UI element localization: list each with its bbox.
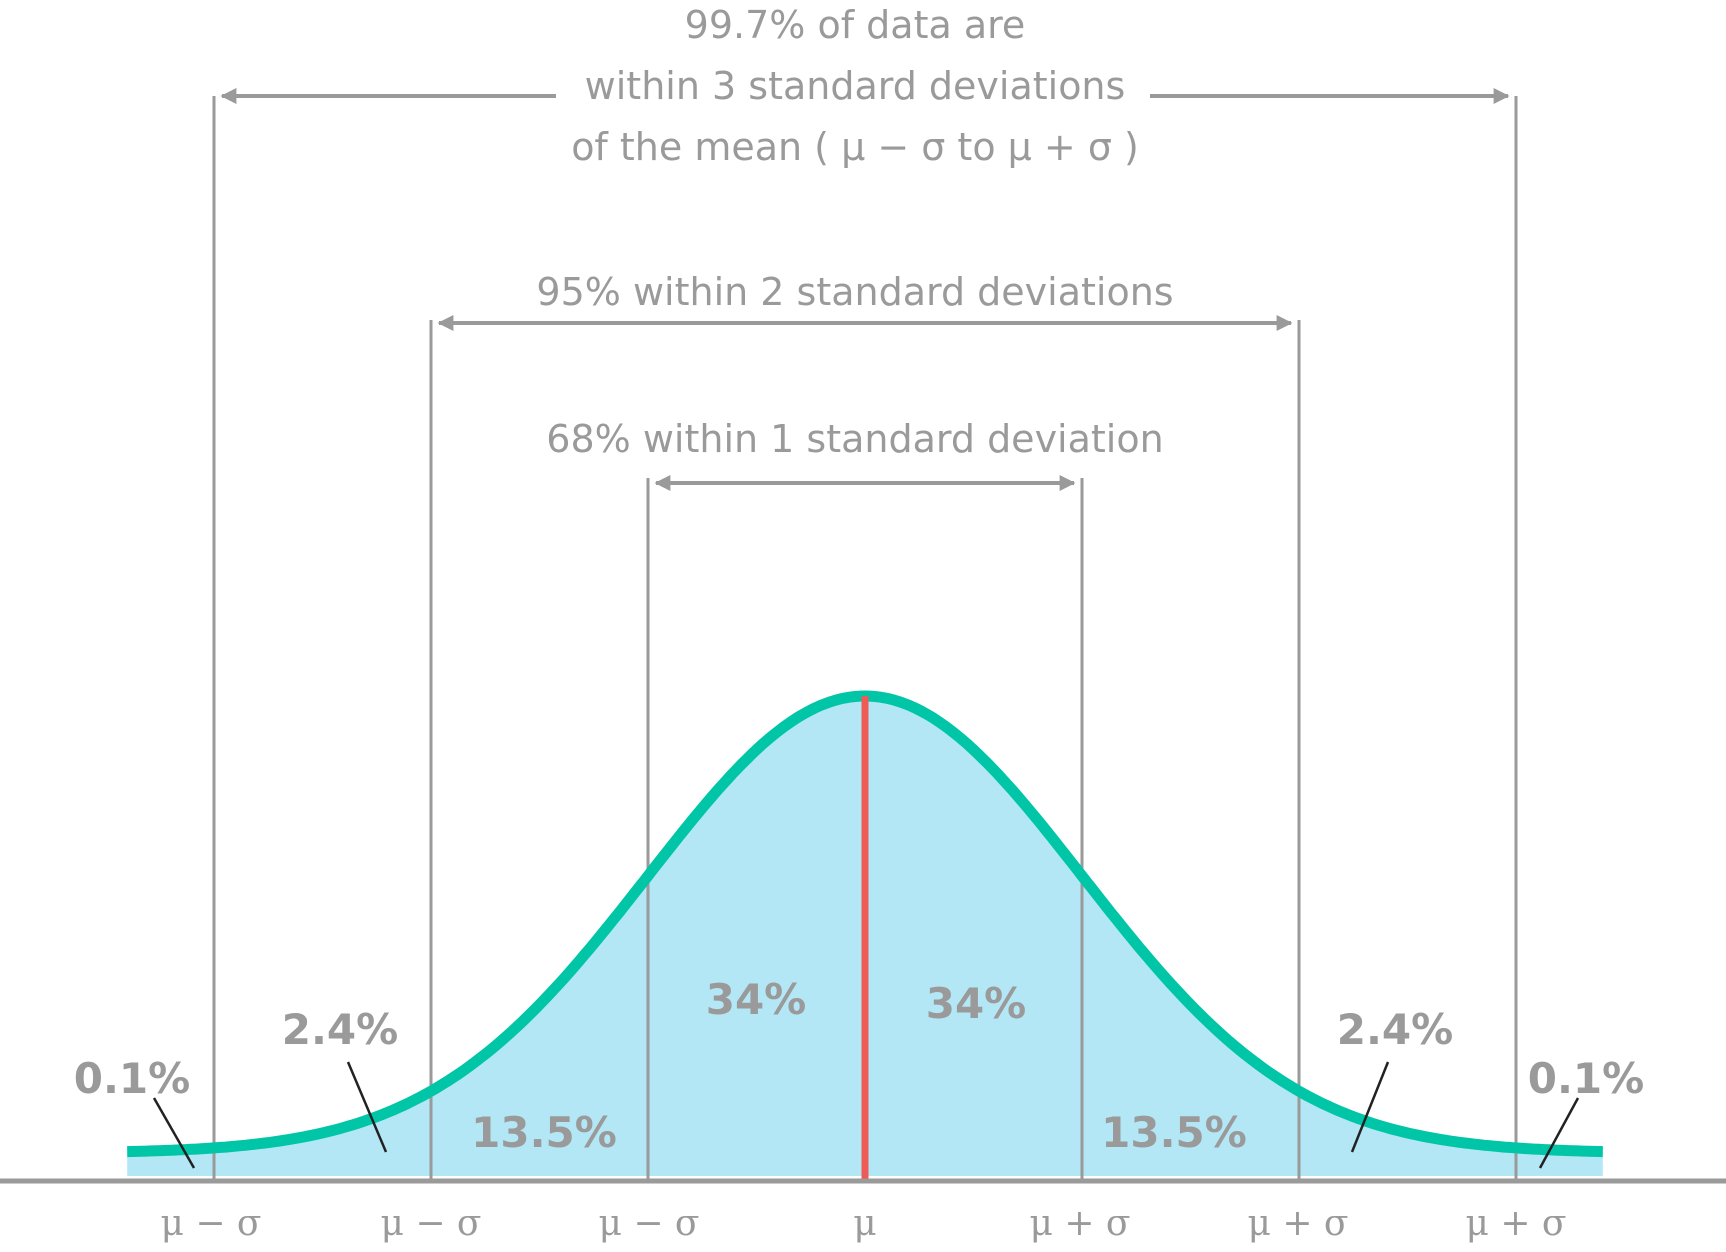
segment-label-right-2sd: 13.5% [1101, 1108, 1247, 1157]
tick-label-minus-2: μ − σ [380, 1203, 481, 1244]
tick-label-mean: μ [853, 1203, 876, 1244]
tick-label-plus-2: μ + σ [1247, 1203, 1348, 1244]
leader-line-right-3sd [1350, 1061, 1390, 1153]
segment-label-right-tail: 0.1% [1528, 1054, 1644, 1103]
tick-label-plus-1: μ + σ [1029, 1203, 1130, 1244]
segment-label-left-2sd: 13.5% [471, 1108, 617, 1157]
segment-label-left-3sd: 2.4% [282, 1005, 398, 1054]
tick-label-minus-3: μ − σ [160, 1203, 261, 1244]
band-3sd-label-line-1: 99.7% of data are [685, 3, 1026, 47]
segment-label-left-tail: 0.1% [74, 1054, 190, 1103]
leader-line-right-tail [1538, 1097, 1580, 1169]
segment-label-right-1sd: 34% [926, 979, 1027, 1028]
leader-line-left-3sd [346, 1061, 388, 1153]
band-3sd-label-line-3: of the mean ( μ − σ to μ + σ ) [571, 125, 1139, 169]
segment-label-right-3sd: 2.4% [1337, 1005, 1453, 1054]
band-3sd-label-line-2: within 3 standard deviations [585, 64, 1126, 108]
leader-line-left-tail [152, 1097, 196, 1169]
tick-label-plus-3: μ + σ [1465, 1203, 1566, 1244]
band-2sd-label: 95% within 2 standard deviations [536, 270, 1173, 314]
tick-label-minus-1: μ − σ [598, 1203, 699, 1244]
band-1sd-label: 68% within 1 standard deviation [546, 417, 1163, 461]
segment-label-left-1sd: 34% [706, 975, 807, 1024]
